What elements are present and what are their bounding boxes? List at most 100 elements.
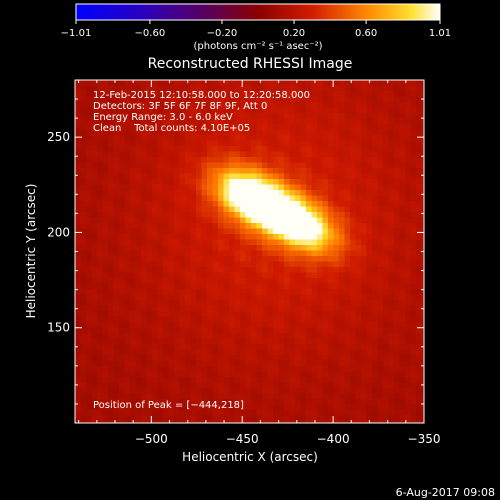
heatmap-cell <box>108 333 115 340</box>
heatmap-cell <box>135 272 142 279</box>
heatmap-cell <box>80 344 87 351</box>
heatmap-cell <box>410 355 417 362</box>
heatmap-cell <box>124 256 131 263</box>
heatmap-cell <box>223 162 230 169</box>
heatmap-cell <box>361 360 368 367</box>
heatmap-cell <box>284 256 291 263</box>
heatmap-cell <box>130 327 137 334</box>
heatmap-cell <box>300 355 307 362</box>
heatmap-cell <box>113 289 120 296</box>
heatmap-cell <box>135 316 142 323</box>
heatmap-cell <box>234 212 241 219</box>
heatmap-cell <box>168 124 175 131</box>
heatmap-cell <box>344 102 351 109</box>
heatmap-cell <box>421 190 424 197</box>
heatmap-cell <box>372 250 379 257</box>
heatmap-cell <box>75 190 82 197</box>
heatmap-cell <box>421 85 424 92</box>
heatmap-cell <box>196 140 203 147</box>
heatmap-cell <box>168 146 175 153</box>
heatmap-cell <box>322 201 329 208</box>
heatmap-cell <box>234 173 241 180</box>
heatmap-cell <box>317 344 324 351</box>
heatmap-cell <box>333 212 340 219</box>
heatmap-cell <box>119 377 126 384</box>
heatmap-cell <box>218 234 225 241</box>
heatmap-cell <box>366 349 373 356</box>
heatmap-cell <box>306 91 313 98</box>
heatmap-cell <box>113 360 120 367</box>
heatmap-cell <box>223 157 230 164</box>
heatmap-cell <box>174 289 181 296</box>
heatmap-cell <box>146 360 153 367</box>
heatmap-cell <box>350 212 357 219</box>
heatmap-cell <box>273 388 280 395</box>
heatmap-cell <box>361 382 368 389</box>
heatmap-cell <box>86 184 93 191</box>
heatmap-cell <box>102 168 109 175</box>
heatmap-cell <box>119 311 126 318</box>
heatmap-cell <box>245 278 252 285</box>
heatmap-cell <box>366 399 373 406</box>
heatmap-cell <box>179 151 186 158</box>
heatmap-cell <box>322 168 329 175</box>
heatmap-cell <box>245 85 252 92</box>
heatmap-cell <box>234 223 241 230</box>
heatmap-cell <box>311 206 318 213</box>
heatmap-cell <box>399 289 406 296</box>
heatmap-cell <box>141 195 148 202</box>
heatmap-cell <box>119 388 126 395</box>
heatmap-cell <box>284 184 291 191</box>
heatmap-cell <box>383 272 390 279</box>
heatmap-cell <box>223 388 230 395</box>
heatmap-cell <box>421 212 424 219</box>
heatmap-cell <box>355 300 362 307</box>
heatmap-cell <box>289 300 296 307</box>
heatmap-cell <box>119 344 126 351</box>
heatmap-cell <box>289 212 296 219</box>
heatmap-cell <box>262 349 269 356</box>
heatmap-cell <box>141 283 148 290</box>
heatmap-cell <box>262 184 269 191</box>
heatmap-cell <box>223 371 230 378</box>
heatmap-cell <box>262 333 269 340</box>
heatmap-cell <box>108 173 115 180</box>
heatmap-cell <box>306 360 313 367</box>
heatmap-cell <box>240 228 247 235</box>
heatmap-cell <box>372 289 379 296</box>
heatmap-cell <box>113 228 120 235</box>
heatmap-cell <box>416 96 423 103</box>
heatmap-cell <box>119 404 126 411</box>
heatmap-cell <box>350 245 357 252</box>
heatmap-cell <box>86 85 93 92</box>
heatmap-cell <box>256 190 263 197</box>
heatmap-cell <box>399 146 406 153</box>
heatmap-cell <box>86 267 93 274</box>
heatmap-cell <box>416 234 423 241</box>
heatmap-cell <box>355 124 362 131</box>
heatmap-cell <box>135 118 142 125</box>
heatmap-cell <box>80 146 87 153</box>
heatmap-cell <box>311 85 318 92</box>
heatmap-cell <box>339 102 346 109</box>
heatmap-cell <box>361 388 368 395</box>
heatmap-cell <box>328 349 335 356</box>
heatmap-cell <box>388 85 395 92</box>
heatmap-cell <box>344 300 351 307</box>
heatmap-cell <box>124 377 131 384</box>
heatmap-cell <box>113 421 120 423</box>
heatmap-cell <box>157 146 164 153</box>
heatmap-cell <box>300 96 307 103</box>
heatmap-cell <box>405 96 412 103</box>
heatmap-cell <box>185 256 192 263</box>
heatmap-cell <box>372 102 379 109</box>
heatmap-cell <box>350 371 357 378</box>
heatmap-cell <box>75 228 82 235</box>
heatmap-cell <box>339 245 346 252</box>
heatmap-cell <box>289 129 296 136</box>
heatmap-cell <box>245 212 252 219</box>
heatmap-cell <box>333 294 340 301</box>
heatmap-cell <box>152 195 159 202</box>
heatmap-cell <box>135 349 142 356</box>
heatmap-cell <box>328 129 335 136</box>
